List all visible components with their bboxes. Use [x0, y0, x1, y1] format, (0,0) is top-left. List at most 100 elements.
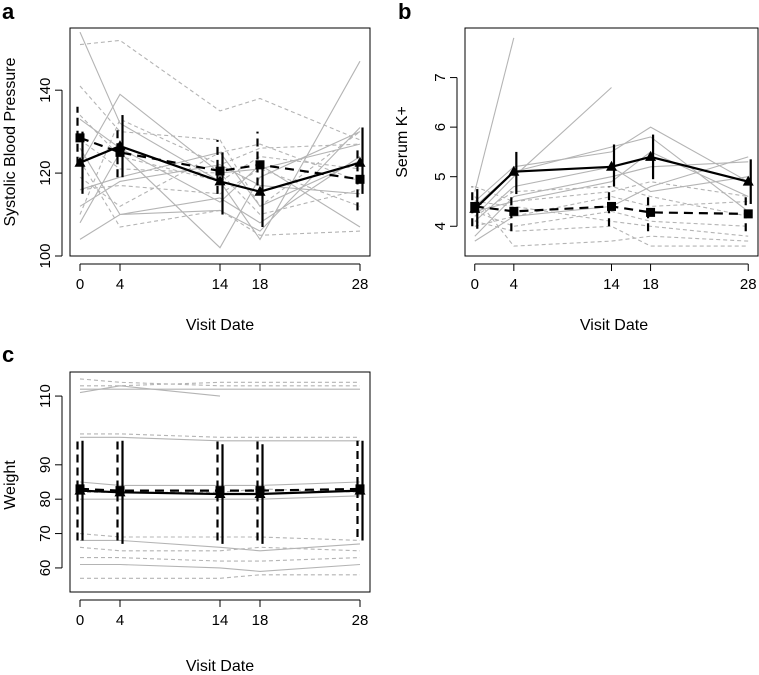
panel-c-y-tick-label-0: 60: [37, 560, 54, 577]
panel-c-dashed-subject-0: [79, 378, 360, 387]
panel-b-solid-subject-6: [474, 151, 749, 212]
panel-a-axes: 0 4 14 18 28 100 120 140: [37, 78, 368, 293]
panel-c-y-tick-label-4: 110: [37, 384, 54, 408]
panel-b-xlabel: Visit Date: [580, 317, 648, 334]
panel-c-y-tick-label-2: 80: [37, 491, 54, 508]
panel-b-y-tick-label-2: 6: [432, 123, 449, 131]
panel-a-xlabel: Visit Date: [186, 317, 254, 334]
panel-a-systolic-bp: a 0 4 14 18 28 100 120 140 Visit Date Systolic …: [2, 0, 371, 334]
panel-c-x-tick-label-4: 28: [352, 612, 369, 629]
panel-a-dashed-mean-line: [79, 136, 361, 181]
panel-b-dashed-subject-0: [474, 196, 749, 247]
panel-b-serum-k: b 0 4 14 18 28 4 5 6 7 Visit Date Serum K+: [394, 0, 759, 334]
panel-a-dashed-subject-7: [79, 168, 361, 207]
panel-c-x-tick-label-3: 18: [252, 612, 269, 629]
panel-a-dashed-subject-6: [79, 118, 361, 215]
panel-c-ylabel: Weight: [2, 460, 19, 510]
panel-a-triangle-marker-2: [214, 175, 226, 186]
panel-c-dashed-subject-2: [80, 433, 360, 438]
panel-a-square-marker-2: [215, 166, 225, 176]
panel-a-dashed-subject-5: [79, 160, 361, 236]
panel-b-letter: b: [398, 0, 411, 24]
panel-a-x-tick-label-0: 0: [76, 276, 84, 293]
panel-b-solid-subject-2: [474, 126, 749, 202]
panel-c-weight: c 0 4 14 18 28 60 70 80 90 110 Visit Date Weight: [2, 342, 371, 675]
panel-c-solid-subject-3: [80, 495, 361, 500]
panel-b-dashed-subject-5: [474, 181, 749, 203]
panel-c-individual-lines: [79, 378, 361, 579]
panel-a-letter: a: [2, 0, 15, 24]
panel-a-x-tick-label-1: 4: [116, 276, 124, 293]
panel-a-frame: [69, 27, 371, 257]
panel-a-x-tick-label-4: 28: [352, 276, 369, 293]
panel-c-axes: 0 4 14 18 28 60 70 80 90 110: [37, 384, 368, 629]
panel-b-dashed-subject-6: [474, 220, 749, 247]
panel-c-triangle-marker-1: [114, 486, 126, 497]
panel-a-y-tick-label-0: 100: [37, 243, 54, 268]
panel-c-xlabel: Visit Date: [186, 658, 254, 675]
panel-a-triangle-marker-4: [354, 156, 366, 167]
panel-c-dashed-subject-1: [80, 381, 360, 387]
panel-b-dashed-subject-4: [474, 210, 749, 227]
panel-b-dashed-subject-2: [474, 200, 749, 237]
panel-c-dashed-subject-5: [79, 546, 361, 552]
panel-c-solid-subject-5: [80, 563, 361, 572]
panel-a-solid-subject-7: [79, 147, 361, 224]
panel-c-y-tick-label-3: 90: [37, 456, 54, 473]
panel-a-triangle-marker-0: [74, 156, 86, 167]
panel-c-x-tick-label-2: 14: [212, 612, 229, 629]
panel-b-square-marker-2: [607, 201, 616, 211]
panel-b-solid-subject-0: [474, 37, 515, 192]
panel-c-dashed-subject-6: [80, 574, 360, 579]
panel-c-frame: [69, 371, 371, 593]
panel-b-y-tick-label-1: 5: [432, 173, 449, 181]
panel-a-triangle-marker-3: [254, 185, 266, 196]
panel-a-solid-subject-2: [79, 131, 361, 249]
panel-b-triangle-marker-3: [645, 150, 657, 161]
panel-c-solid-subject-0: [79, 385, 221, 397]
panel-b-x-tick-label-2: 14: [603, 276, 620, 293]
panel-b-dashed-subject-1: [474, 195, 749, 227]
panel-c-triangle-marker-0: [74, 484, 86, 495]
panel-b-square-marker-4: [743, 209, 753, 219]
panel-a-dashed-subject-4: [79, 143, 361, 207]
panel-c-y-tick-label-1: 70: [37, 525, 54, 542]
panel-c-x-tick-label-1: 4: [116, 612, 124, 629]
panel-c-triangle-marker-2: [214, 488, 226, 499]
panel-a-group-means: [74, 106, 366, 227]
panel-a-dashed-subject-0: [79, 39, 361, 141]
panel-b-x-tick-label-0: 0: [471, 276, 479, 293]
panel-a-ylabel: Systolic Blood Pressure: [2, 57, 19, 226]
panel-a-square-marker-4: [355, 174, 365, 184]
panel-b-frame: [464, 27, 759, 257]
panel-a-dashed-subject-2: [79, 114, 361, 182]
panel-a-solid-subject-5: [79, 118, 361, 228]
panel-b-square-marker-1: [509, 206, 519, 216]
panel-b-solid-subject-1: [474, 87, 612, 217]
panel-b-square-marker-3: [646, 207, 656, 217]
panel-a-y-tick-label-1: 120: [37, 161, 54, 186]
panel-c-triangle-marker-4: [354, 484, 366, 495]
panel-a-square-marker-0: [75, 133, 85, 143]
panel-c-triangle-marker-3: [254, 488, 266, 499]
panel-a-x-tick-label-2: 14: [212, 276, 229, 293]
panel-b-dashed-subject-3: [474, 186, 749, 217]
panel-a-triangle-marker-1: [114, 140, 126, 151]
panel-b-y-tick-label-0: 4: [432, 222, 449, 230]
panel-a-x-tick-label-3: 18: [252, 276, 269, 293]
panel-b-x-tick-label-1: 4: [510, 276, 518, 293]
panel-a-square-marker-1: [115, 147, 125, 157]
panel-c-letter: c: [2, 342, 14, 367]
panel-b-triangle-marker-2: [606, 160, 617, 171]
panel-b-triangle-marker-4: [742, 175, 754, 186]
panel-b-y-tick-label-3: 7: [432, 73, 449, 81]
panel-b-triangle-marker-1: [508, 165, 520, 176]
panel-a-square-marker-3: [255, 160, 265, 170]
panel-b-individual-lines: [474, 37, 749, 247]
panel-b-triangle-marker-0: [469, 202, 481, 213]
panel-b-x-tick-label-3: 18: [642, 276, 659, 293]
panel-a-y-tick-label-2: 140: [37, 78, 54, 103]
panel-b-x-tick-label-4: 28: [740, 276, 757, 293]
panel-c-dashed-subject-7: [80, 557, 361, 562]
panel-b-group-means: [469, 134, 754, 232]
